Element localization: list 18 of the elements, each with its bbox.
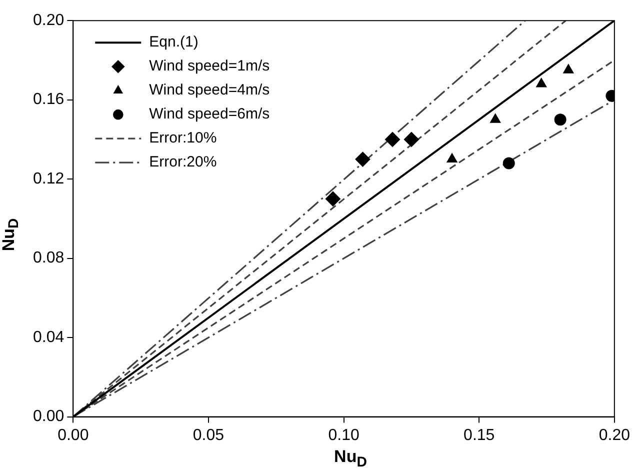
y-tick-label: 0.12 <box>33 170 64 188</box>
y-tick-label: 0.04 <box>33 328 64 346</box>
legend-label: Wind speed=1m/s <box>149 58 270 75</box>
legend-label: Wind speed=4m/s <box>149 82 270 99</box>
x-axis-title: Nu$_{D}$ <box>333 446 368 470</box>
x-tick-label: 0.05 <box>192 426 224 444</box>
legend-label: Error:10% <box>149 130 217 147</box>
y-tick-label: 0.08 <box>33 250 64 267</box>
x-tick-label: 0.15 <box>464 426 495 444</box>
x-tick-label: 0.20 <box>598 426 630 444</box>
y-tick-label: 0.16 <box>33 91 64 108</box>
y-tick-label: 0.00 <box>33 408 64 426</box>
x-tick-label: 0.10 <box>328 426 360 444</box>
y-tick-label: 0.20 <box>33 12 64 30</box>
legend-label: Error:20% <box>149 154 217 171</box>
legend-label: Eqn.(1) <box>149 34 198 51</box>
x-tick-label: 0.00 <box>58 426 89 444</box>
legend-label: Wind speed=6m/s <box>149 106 270 123</box>
